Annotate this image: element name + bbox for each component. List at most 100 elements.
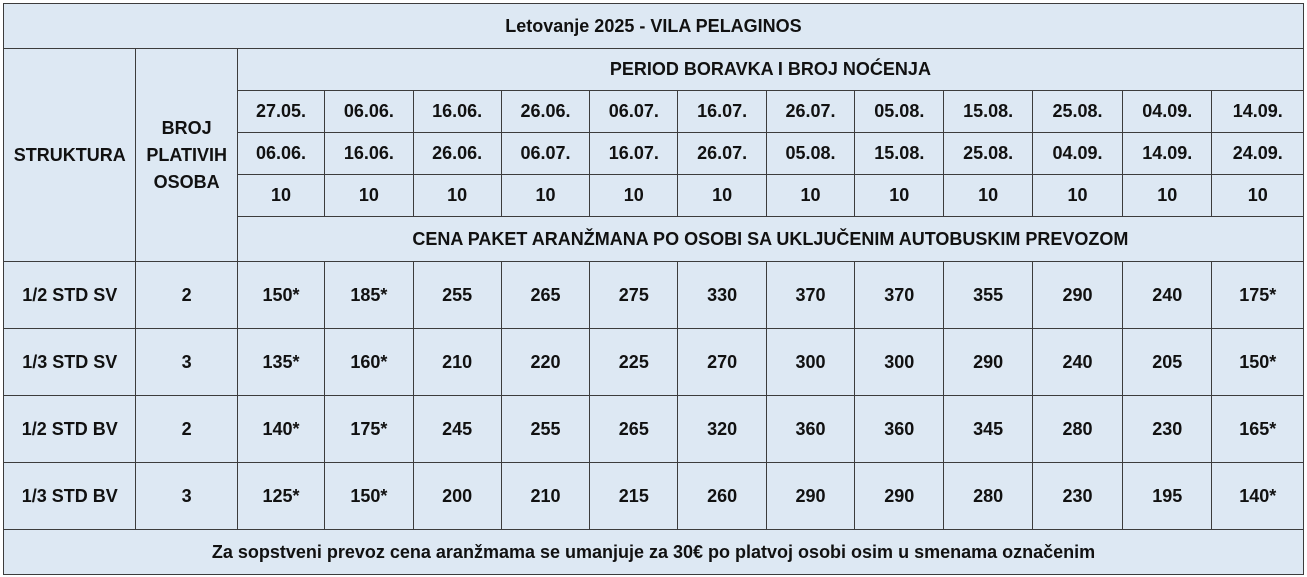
period-to-cell: 06.06. xyxy=(236,132,326,175)
price-cell: 275 xyxy=(589,261,679,329)
price-cell: 210 xyxy=(412,328,502,396)
price-cell: 140* xyxy=(236,395,326,463)
price-cell: 230 xyxy=(1122,395,1213,463)
footer-row: Za sopstveni prevoz cena aranžmama se um… xyxy=(3,529,1304,575)
price-cell: 200 xyxy=(412,462,502,530)
price-cell: 150* xyxy=(236,261,326,329)
price-cell: 175* xyxy=(1211,261,1304,329)
broj-line-1: BROJ xyxy=(161,117,212,138)
period-from-cell: 14.09. xyxy=(1211,90,1304,133)
price-cell: 265 xyxy=(500,261,591,329)
price-cell: 240 xyxy=(1031,328,1124,396)
price-cell: 135* xyxy=(236,328,326,396)
price-cell: 150* xyxy=(324,462,414,530)
period-to-cell: 14.09. xyxy=(1122,132,1213,175)
price-cell: 165* xyxy=(1211,395,1304,463)
period-from-cell: 27.05. xyxy=(236,90,326,133)
nights-cell: 10 xyxy=(324,174,414,217)
period-from-cell: 06.06. xyxy=(324,90,414,133)
period-from-cell: 16.06. xyxy=(412,90,502,133)
period-to-cell: 26.07. xyxy=(677,132,767,175)
price-cell: 345 xyxy=(943,395,1033,463)
nights-cell: 10 xyxy=(1211,174,1304,217)
broj-line-3: OSOBA xyxy=(153,171,220,192)
period-to-cell: 04.09. xyxy=(1031,132,1124,175)
price-cell: 270 xyxy=(677,328,767,396)
nights-cell: 10 xyxy=(854,174,945,217)
price-cell: 220 xyxy=(500,328,591,396)
price-cell: 290 xyxy=(1031,261,1124,329)
cena-header: CENA PAKET ARANŽMANA PO OSOBI SA UKLJUČE… xyxy=(236,216,1305,262)
price-row: 1/3 STD SV 3 135* 160* 210 220 225 270 300 300 290… xyxy=(2,328,1304,396)
price-cell: 225 xyxy=(589,328,679,396)
price-cell: 245 xyxy=(412,395,502,463)
footer-note: Za sopstveni prevoz cena aranžmama se um… xyxy=(3,529,1304,575)
price-cell: 175* xyxy=(324,395,414,463)
price-cell: 210 xyxy=(500,462,591,530)
structure-cell: 1/3 STD BV xyxy=(2,462,137,530)
table-title: Letovanje 2025 - VILA PELAGINOS xyxy=(3,3,1304,49)
nights-cell: 10 xyxy=(589,174,679,217)
price-cell: 230 xyxy=(1031,462,1124,530)
persons-cell: 3 xyxy=(135,328,238,396)
table-body: Letovanje 2025 - VILA PELAGINOS STRUKTUR… xyxy=(2,3,1305,575)
price-cell: 140* xyxy=(1211,462,1304,530)
price-cell: 260 xyxy=(677,462,767,530)
price-cell: 125* xyxy=(236,462,326,530)
period-to-cell: 15.08. xyxy=(854,132,945,175)
nights-cell: 10 xyxy=(236,174,326,217)
price-cell: 330 xyxy=(677,261,767,329)
price-cell: 280 xyxy=(943,462,1033,530)
nights-cell: 10 xyxy=(677,174,767,217)
period-to-cell: 16.07. xyxy=(589,132,679,175)
price-cell: 360 xyxy=(765,395,856,463)
period-from-cell: 06.07. xyxy=(589,90,679,133)
price-cell: 160* xyxy=(324,328,414,396)
structure-cell: 1/3 STD SV xyxy=(2,328,137,396)
broj-line-2: PLATIVIH xyxy=(146,144,227,165)
price-row: 1/2 STD BV 2 140* 175* 245 255 265 320 360 360 345… xyxy=(2,395,1304,463)
period-to-cell: 16.06. xyxy=(324,132,414,175)
period-to-cell: 25.08. xyxy=(943,132,1033,175)
broj-osoba-header: BROJ PLATIVIH OSOBA xyxy=(135,48,238,262)
period-header-row: STRUKTURA BROJ PLATIVIH OSOBA PERIOD BOR… xyxy=(2,48,1305,262)
nights-cell: 10 xyxy=(943,174,1033,217)
price-row: 1/3 STD BV 3 125* 150* 200 210 215 260 290 290 280… xyxy=(2,462,1304,530)
price-cell: 150* xyxy=(1211,328,1304,396)
price-cell: 300 xyxy=(854,328,945,396)
date-from-row: 27.05. 06.06. 16.06. 26.06. 06.07. 16.07. 26.0… xyxy=(4,90,1304,133)
nights-row: 10 10 10 10 10 10 10 10 10 10 10 10 xyxy=(4,174,1304,217)
price-cell: 255 xyxy=(500,395,591,463)
persons-cell: 2 xyxy=(135,261,238,329)
period-from-cell: 15.08. xyxy=(943,90,1033,133)
period-to-cell: 06.07. xyxy=(500,132,591,175)
structure-cell: 1/2 STD SV xyxy=(2,261,137,329)
period-header: PERIOD BORAVKA I BROJ NOĆENJA xyxy=(236,48,1305,91)
structure-cell: 1/2 STD BV xyxy=(2,395,137,463)
period-to-cell: 26.06. xyxy=(412,132,502,175)
price-cell: 370 xyxy=(854,261,945,329)
price-cell: 255 xyxy=(412,261,502,329)
period-from-cell: 25.08. xyxy=(1031,90,1124,133)
struktura-header: STRUKTURA xyxy=(2,48,137,262)
period-from-cell: 26.06. xyxy=(500,90,591,133)
price-cell: 240 xyxy=(1122,261,1213,329)
persons-cell: 2 xyxy=(135,395,238,463)
price-cell: 205 xyxy=(1122,328,1213,396)
nights-cell: 10 xyxy=(1031,174,1124,217)
period-from-cell: 05.08. xyxy=(854,90,945,133)
price-cell: 360 xyxy=(854,395,945,463)
price-cell: 280 xyxy=(1031,395,1124,463)
price-cell: 215 xyxy=(589,462,679,530)
price-cell: 265 xyxy=(589,395,679,463)
title-row: Letovanje 2025 - VILA PELAGINOS xyxy=(3,3,1304,49)
price-cell: 300 xyxy=(765,328,856,396)
period-from-cell: 16.07. xyxy=(677,90,767,133)
price-cell: 370 xyxy=(765,261,856,329)
price-cell: 290 xyxy=(854,462,945,530)
price-cell: 290 xyxy=(943,328,1033,396)
price-cell: 185* xyxy=(324,261,414,329)
price-cell: 195 xyxy=(1122,462,1213,530)
period-from-cell: 26.07. xyxy=(765,90,856,133)
price-cell: 320 xyxy=(677,395,767,463)
